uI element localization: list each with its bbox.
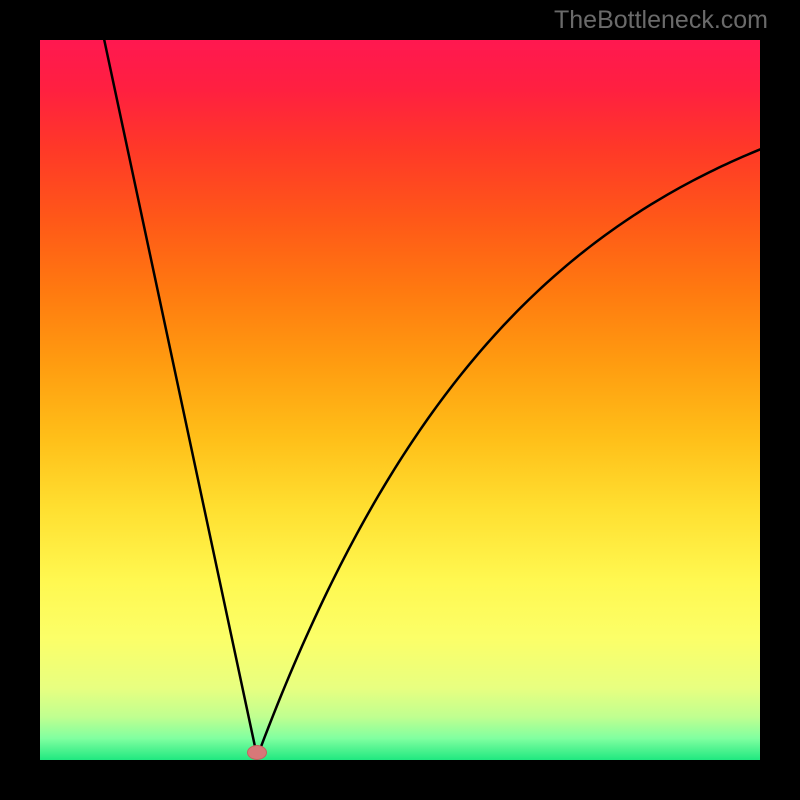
optimal-point-marker xyxy=(247,745,267,760)
plot-gradient-background xyxy=(40,40,760,760)
watermark-text: TheBottleneck.com xyxy=(554,6,768,35)
chart-container: TheBottleneck.com xyxy=(0,0,800,800)
